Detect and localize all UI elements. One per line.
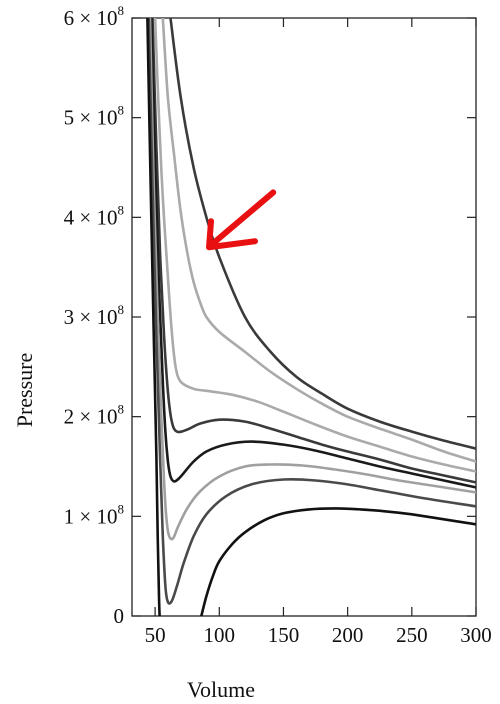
y-tick-label: 5 × 108: [64, 103, 124, 130]
series-line-7: [147, 18, 476, 605]
arrow-shaft: [209, 189, 277, 248]
x-tick-label: 300: [460, 623, 492, 647]
y-tick-label: 2 × 108: [64, 402, 124, 429]
x-tick-labels: 50 100 150 200 250 300: [145, 623, 492, 647]
series-line-9: [200, 507, 476, 616]
y-tick-label: 1 × 108: [64, 501, 124, 528]
y-tick-label: 0: [114, 604, 125, 628]
arrow-head: [206, 218, 259, 251]
series-line-6: [148, 18, 476, 541]
x-tick-label: 50: [145, 623, 166, 647]
series-line-5: [150, 18, 476, 489]
y-tick-label: 3 × 108: [64, 302, 124, 329]
series-line-1: [169, 18, 476, 450]
axis-ticks: [132, 17, 477, 617]
series-line-8: [146, 18, 161, 616]
series-line-4: [151, 18, 476, 484]
series-line-2: [161, 18, 476, 463]
y-tick-label: 4 × 108: [64, 202, 124, 229]
y-tick-label: 6 × 108: [64, 3, 124, 30]
x-tick-label: 250: [396, 623, 428, 647]
x-tick-label: 100: [204, 623, 236, 647]
y-tick-labels: 0 1 × 108 2 × 108 3 × 108 4 × 108 5 × 108 6 × …: [64, 3, 124, 628]
arrow-annotation: [206, 189, 277, 251]
x-axis-title: Volume: [187, 677, 255, 702]
y-axis-title: Pressure: [12, 353, 37, 428]
series-line-3: [153, 18, 476, 473]
x-tick-label: 200: [332, 623, 364, 647]
x-tick-label: 150: [268, 623, 300, 647]
series-lines: [146, 18, 476, 616]
